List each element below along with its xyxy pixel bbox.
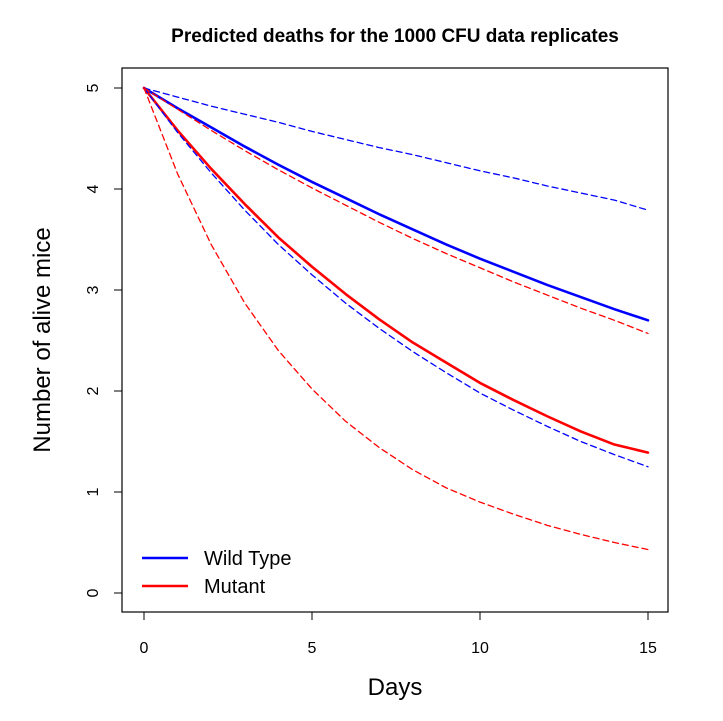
y-tick-label: 3	[85, 285, 102, 294]
chart-title: Predicted deaths for the 1000 CFU data r…	[171, 26, 619, 47]
y-axis: 0 1 2 3 4 5	[85, 83, 123, 597]
x-tick-label: 0	[140, 640, 149, 657]
y-tick-label: 0	[85, 588, 102, 597]
y-tick-label: 5	[85, 83, 102, 92]
series-line-dashed-3	[143, 87, 649, 468]
legend-label-mutant: Mutant	[204, 576, 266, 598]
y-tick-label: 2	[85, 386, 102, 395]
series-line-dashed-4	[143, 87, 649, 335]
legend: Wild Type Mutant	[142, 548, 291, 598]
legend-label-wild-type: Wild Type	[204, 548, 291, 570]
y-tick-label: 1	[85, 487, 102, 496]
x-tick-label: 10	[471, 640, 489, 657]
x-axis: 0 5 10 15	[140, 611, 657, 657]
series-layer	[142, 86, 650, 551]
series-line-dashed-5	[143, 87, 649, 551]
series-line-dashed-2	[143, 87, 649, 211]
y-tick-label: 4	[85, 184, 102, 193]
x-tick-label: 15	[639, 640, 657, 657]
series-line-wild-type	[142, 86, 650, 322]
y-axis-label: Number of alive mice	[29, 227, 56, 452]
x-axis-label: Days	[368, 674, 423, 701]
series-line-mutant	[142, 86, 650, 454]
x-tick-label: 5	[308, 640, 317, 657]
